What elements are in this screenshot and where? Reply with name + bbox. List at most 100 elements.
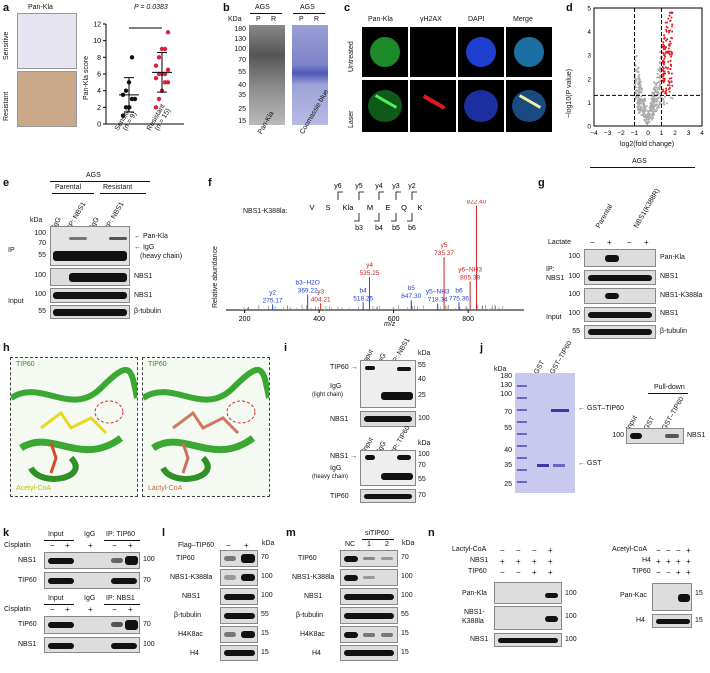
marker: 100 <box>261 573 273 580</box>
data-point <box>670 80 673 83</box>
data-point <box>668 90 671 93</box>
blot <box>340 588 398 605</box>
x-tick-label: 4 <box>700 130 704 137</box>
treatment-label: H4 <box>642 557 651 564</box>
data-point <box>637 70 640 73</box>
panel-label: i <box>284 342 288 354</box>
marker: 15 <box>238 118 246 125</box>
residue: S <box>325 203 330 212</box>
treatment-label: siTIP60 <box>365 530 389 537</box>
lane-label: R <box>271 16 277 23</box>
sign: − <box>226 541 231 550</box>
structure-lactyl <box>141 357 272 497</box>
blot <box>360 450 416 486</box>
data-point <box>663 37 666 40</box>
data-point <box>639 101 642 104</box>
lane-label: NC <box>345 541 356 548</box>
marker: 100 <box>500 391 512 398</box>
sign: + <box>666 557 671 566</box>
ip-label: IP <box>8 247 15 254</box>
data-point <box>635 79 638 82</box>
row-label: NBS1 <box>470 636 489 643</box>
data-point <box>123 88 129 93</box>
group-label: AGS <box>86 172 101 179</box>
group-label: Parental <box>595 203 615 230</box>
data-point <box>657 96 660 99</box>
group-label: AGS <box>255 4 270 11</box>
row-label: β-tubulin <box>296 612 323 619</box>
b-ion-label: b4 <box>375 225 383 232</box>
data-point <box>669 42 672 45</box>
panel-label: k <box>3 527 10 539</box>
data-point <box>664 72 667 75</box>
y-tick-label: 5 <box>587 6 591 13</box>
annotation: GST <box>586 460 602 467</box>
marker: 100 <box>568 291 580 298</box>
data-point <box>165 30 171 35</box>
row-label: IgG <box>330 383 342 390</box>
data-point <box>654 82 657 85</box>
b-ion-label: b5 <box>392 225 400 232</box>
data-point <box>655 82 658 85</box>
data-point <box>662 74 665 77</box>
marker: 100 <box>418 451 430 458</box>
data-point <box>653 103 656 106</box>
marker: 70 <box>261 554 269 561</box>
marker: 100 <box>261 592 273 599</box>
panel-label: f <box>208 177 212 189</box>
ip-label: NBS1 <box>546 275 565 282</box>
y-ion-bracket <box>358 191 364 200</box>
data-point <box>638 110 641 113</box>
data-point <box>634 86 637 89</box>
panel-label: a <box>3 2 10 14</box>
peak-label: 805.38 <box>460 274 480 281</box>
marker: 40 <box>238 82 246 89</box>
row-label: K388la <box>462 618 484 625</box>
lane-label: GST–TIP60 <box>661 395 686 432</box>
data-point <box>637 66 640 69</box>
data-point <box>667 60 670 63</box>
treatment-label: TIP60 <box>632 568 651 575</box>
data-point <box>657 68 660 71</box>
data-point <box>635 89 638 92</box>
blot <box>220 607 258 624</box>
data-point <box>638 83 641 86</box>
y-tick-label: 12 <box>93 22 101 29</box>
residue: E <box>385 203 390 212</box>
data-point <box>659 100 662 103</box>
marker: 130 <box>234 36 246 43</box>
data-point <box>656 72 659 75</box>
marker: 70 <box>38 240 46 247</box>
y-tick-label: 3 <box>587 53 591 60</box>
data-point <box>665 50 668 53</box>
data-point <box>664 66 667 69</box>
marker: 25 <box>504 481 512 488</box>
sign: − <box>50 541 55 550</box>
data-point <box>656 90 659 93</box>
blot <box>340 550 398 567</box>
data-point <box>638 92 641 95</box>
marker: 100 <box>34 291 46 298</box>
data-point <box>662 46 665 49</box>
pulldown-label: Pull-down <box>654 384 685 391</box>
sign: − <box>516 568 521 577</box>
panel-label: l <box>162 527 166 539</box>
y-ion-bracket <box>395 191 401 200</box>
marker: 100 <box>565 590 577 597</box>
data-point <box>670 72 673 75</box>
data-point <box>638 88 641 91</box>
row-label: NBS1 <box>330 416 349 423</box>
treatment-label: Cisplatin <box>4 542 31 549</box>
sign: + <box>128 605 133 614</box>
data-point <box>669 68 672 71</box>
peak-label: y5 <box>441 242 448 249</box>
treatment-label: NBS1 <box>470 557 489 564</box>
marker: 35 <box>504 462 512 469</box>
group-label: Parental <box>55 184 82 191</box>
ihc-title: Pan-Kla <box>28 4 53 11</box>
residue: Kla <box>343 203 355 212</box>
group-label: NBS1(K388R) <box>633 187 662 230</box>
peak-label: y4 <box>366 262 373 269</box>
kda-label: kDa <box>30 217 43 224</box>
b-ion-bracket <box>391 213 397 222</box>
